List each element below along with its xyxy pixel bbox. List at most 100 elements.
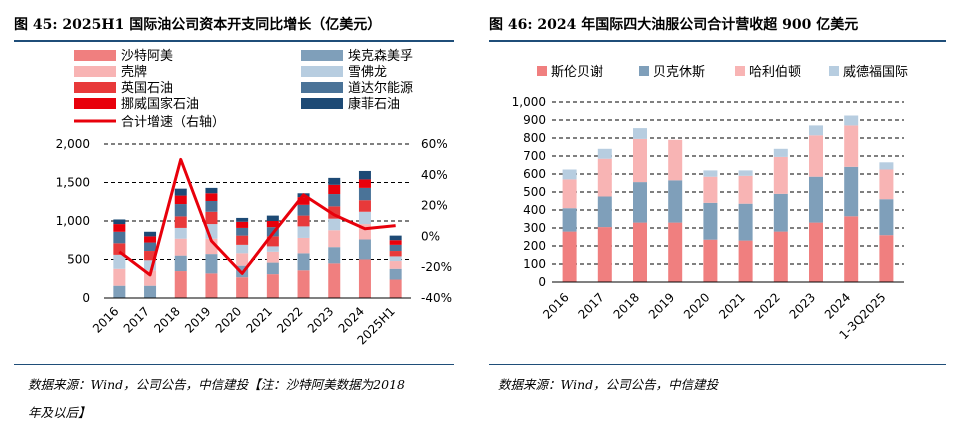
y-tick-label: 1,000 bbox=[512, 95, 546, 109]
bar-segment bbox=[389, 235, 402, 241]
bar-segment bbox=[236, 253, 249, 266]
bar-segment bbox=[236, 221, 249, 228]
bar-segment bbox=[879, 199, 894, 236]
x-tick-label: 2020 bbox=[213, 304, 244, 335]
x-tick-label: 2023 bbox=[305, 304, 336, 335]
bar-segment bbox=[389, 256, 402, 262]
bar-segment bbox=[738, 170, 753, 176]
x-tick-label: 2020 bbox=[681, 290, 712, 321]
bar-segment bbox=[297, 270, 310, 298]
bar-segment bbox=[358, 200, 371, 212]
legend-label: 沙特阿美 bbox=[121, 49, 173, 64]
y-tick-label: 100 bbox=[523, 257, 546, 271]
bar-segment bbox=[236, 244, 249, 254]
bar-segment bbox=[297, 226, 310, 238]
bar-segment bbox=[205, 193, 218, 201]
legend-swatch bbox=[74, 50, 116, 61]
bar-segment bbox=[389, 251, 402, 257]
bar-segment bbox=[144, 260, 157, 271]
bar-segment bbox=[266, 274, 279, 298]
bar-segment bbox=[113, 254, 126, 269]
legend-label: 合计增速（右轴） bbox=[121, 115, 225, 130]
y-tick-label: 800 bbox=[523, 131, 546, 145]
bar-segment bbox=[809, 222, 823, 282]
bar-segment bbox=[633, 182, 647, 223]
x-tick-label: 2018 bbox=[151, 304, 182, 335]
legend-label: 斯伦贝谢 bbox=[551, 64, 603, 80]
legend-swatch bbox=[735, 66, 745, 76]
bar-segment bbox=[328, 263, 341, 298]
legend-label: 道达尔能源 bbox=[348, 81, 413, 96]
bar-segment bbox=[844, 216, 859, 282]
bar-segment bbox=[236, 277, 249, 298]
y2-tick-label: -40% bbox=[421, 291, 452, 305]
legend-swatch bbox=[301, 50, 343, 61]
bar-segment bbox=[389, 268, 402, 280]
growth-line bbox=[118, 157, 396, 277]
bar-segment bbox=[144, 231, 157, 237]
y2-tick-label: 40% bbox=[421, 168, 448, 182]
x-tick-label: 2016 bbox=[90, 304, 121, 335]
bar-segment bbox=[562, 169, 577, 180]
bar-segment bbox=[205, 187, 218, 194]
bar-segment bbox=[809, 135, 823, 177]
bar-segment bbox=[562, 231, 577, 282]
x-tick-label: 2021 bbox=[243, 304, 274, 335]
bar-segment bbox=[703, 176, 718, 203]
y-tick-label: 700 bbox=[523, 149, 546, 163]
bar-segment bbox=[144, 285, 157, 298]
y2-tick-label: 0% bbox=[421, 229, 440, 243]
left-stacked-bar-chart: 0 500 1,000 1,500 2,000 -40% -20% 0% 20% 40% 60% 20… bbox=[56, 49, 452, 347]
bar-segment bbox=[879, 162, 894, 170]
legend-label: 雪佛龙 bbox=[348, 65, 387, 80]
legend-swatch bbox=[639, 66, 649, 76]
bar-segment bbox=[266, 251, 279, 263]
bar-segment bbox=[174, 195, 187, 205]
legend-swatch bbox=[301, 66, 343, 77]
bar-segment bbox=[809, 125, 823, 136]
bar-segment bbox=[113, 224, 126, 232]
y2-tick-label: 20% bbox=[421, 199, 448, 213]
x-tick-label: 2017 bbox=[575, 290, 606, 321]
legend-swatch bbox=[74, 98, 116, 109]
x-tick-label: 2023 bbox=[787, 290, 818, 321]
bar-segment bbox=[358, 170, 371, 180]
left-chart-title: 图 45: 2025H1 国际油公司资本开支同比增长（亿美元） bbox=[14, 17, 382, 33]
bar-segment bbox=[668, 180, 683, 223]
bar-segment bbox=[358, 187, 371, 201]
bar-segment bbox=[113, 268, 126, 286]
x-tick-label: 2019 bbox=[182, 304, 213, 335]
bar-segment bbox=[562, 208, 577, 232]
y-tick-label: 0 bbox=[538, 275, 546, 289]
bar-segment bbox=[562, 179, 577, 209]
bar-segment bbox=[144, 242, 157, 252]
bar-segment bbox=[389, 279, 402, 298]
legend-label: 挪威国家石油 bbox=[121, 96, 199, 112]
bar-segment bbox=[703, 239, 718, 282]
bar-segment bbox=[328, 194, 341, 207]
bar-segment bbox=[205, 200, 218, 212]
bar-segment bbox=[738, 240, 753, 282]
bar-segment bbox=[266, 262, 279, 275]
x-tick-label: 2018 bbox=[611, 290, 642, 321]
bar-segment bbox=[297, 237, 310, 254]
bar-segment bbox=[773, 148, 788, 157]
right-title-rule bbox=[489, 40, 946, 42]
right-chart-title: 图 46: 2024 年国际四大油服公司合计营收超 900 亿美元 bbox=[489, 17, 859, 33]
bar-segment bbox=[703, 170, 718, 177]
bar-segment bbox=[358, 239, 371, 260]
y-tick-label: 600 bbox=[523, 167, 546, 181]
x-tick-label: 2019 bbox=[646, 290, 677, 321]
bar-segment bbox=[236, 217, 249, 222]
x-tick-label: 2016 bbox=[540, 290, 571, 321]
bar-segment bbox=[633, 138, 647, 183]
left-source-note: 数据来源：Wind，公司公告，中信建投【注：沙特阿美数据为2018 bbox=[28, 377, 405, 392]
bar-segment bbox=[266, 221, 279, 228]
bar-segment bbox=[597, 148, 612, 159]
bar-segment bbox=[358, 179, 371, 188]
bar-segment bbox=[328, 230, 341, 248]
bar-segment bbox=[633, 128, 647, 139]
bar-segment bbox=[597, 196, 612, 228]
bar-segment bbox=[266, 246, 279, 252]
